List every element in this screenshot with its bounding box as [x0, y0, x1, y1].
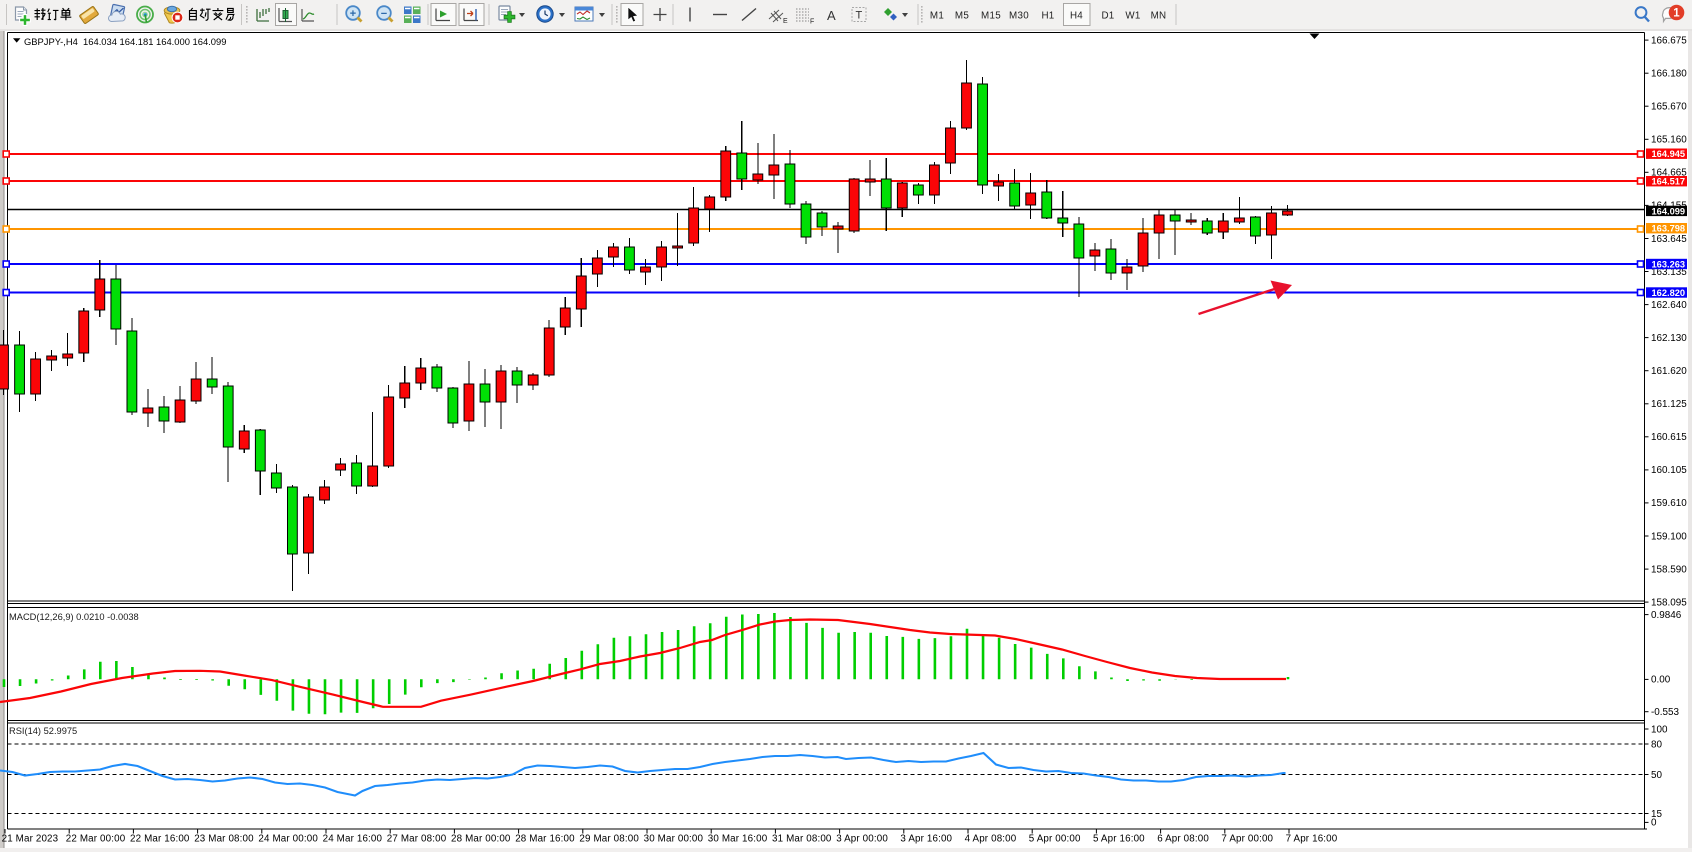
svg-text:158.095: 158.095: [1651, 597, 1687, 608]
svg-text:158.590: 158.590: [1651, 564, 1687, 575]
svg-text:T: T: [856, 10, 863, 22]
svg-text:M15: M15: [981, 11, 1001, 22]
svg-text:H1: H1: [1041, 11, 1054, 22]
svg-text:160.105: 160.105: [1651, 465, 1687, 476]
svg-text:161.620: 161.620: [1651, 366, 1687, 377]
svg-text:RSI(14) 52.9975: RSI(14) 52.9975: [9, 726, 77, 736]
svg-text:D1: D1: [1101, 11, 1114, 22]
svg-text:A: A: [827, 8, 836, 23]
svg-text:0.9846: 0.9846: [1651, 610, 1682, 621]
svg-text:-0.553: -0.553: [1651, 707, 1680, 718]
svg-text:162.640: 162.640: [1651, 300, 1687, 311]
svg-text:−: −: [381, 8, 387, 20]
svg-text:24 Mar 16:00: 24 Mar 16:00: [323, 834, 383, 845]
svg-text:22 Mar 16:00: 22 Mar 16:00: [130, 834, 190, 845]
svg-text:166.675: 166.675: [1651, 35, 1687, 46]
svg-text:15: 15: [1651, 809, 1662, 820]
svg-text:MACD(12,26,9) 0.0210 -0.0038: MACD(12,26,9) 0.0210 -0.0038: [9, 612, 139, 622]
svg-text:1: 1: [1673, 8, 1680, 20]
svg-text:31 Mar 08:00: 31 Mar 08:00: [772, 834, 832, 845]
svg-text:W1: W1: [1125, 11, 1140, 22]
svg-text:166.180: 166.180: [1651, 69, 1687, 80]
svg-text:164.099: 164.099: [1652, 206, 1686, 216]
svg-text:161.125: 161.125: [1651, 399, 1687, 410]
svg-text:0: 0: [1651, 818, 1657, 829]
svg-text:162.820: 162.820: [1652, 288, 1686, 298]
svg-text:165.670: 165.670: [1651, 102, 1687, 113]
svg-text:28 Mar 00:00: 28 Mar 00:00: [451, 834, 511, 845]
svg-text:21 Mar 2023: 21 Mar 2023: [2, 834, 59, 845]
svg-text:159.610: 159.610: [1651, 498, 1687, 509]
svg-text:3 Apr 00:00: 3 Apr 00:00: [836, 834, 888, 845]
svg-text:GBPJPY-,H4 164.034 164.181 16: GBPJPY-,H4 164.034 164.181 164.000 164.0…: [24, 36, 226, 47]
svg-text:159.100: 159.100: [1651, 531, 1687, 542]
svg-text:5 Apr 00:00: 5 Apr 00:00: [1029, 834, 1081, 845]
svg-text:27 Mar 08:00: 27 Mar 08:00: [387, 834, 447, 845]
svg-text:30 Mar 16:00: 30 Mar 16:00: [708, 834, 768, 845]
svg-text:H4: H4: [1070, 11, 1083, 22]
svg-text:MN: MN: [1151, 11, 1167, 22]
svg-text:164.945: 164.945: [1652, 149, 1686, 159]
svg-text:+: +: [350, 8, 356, 20]
svg-text:M30: M30: [1009, 11, 1029, 22]
svg-text:163.263: 163.263: [1652, 259, 1686, 269]
svg-text:M1: M1: [930, 11, 944, 22]
svg-text:22 Mar 00:00: 22 Mar 00:00: [66, 834, 126, 845]
svg-text:24 Mar 00:00: 24 Mar 00:00: [258, 834, 318, 845]
svg-text:0.00: 0.00: [1651, 675, 1671, 686]
svg-text:160.615: 160.615: [1651, 432, 1687, 443]
svg-text:50: 50: [1651, 770, 1662, 781]
svg-text:29 Mar 08:00: 29 Mar 08:00: [579, 834, 639, 845]
svg-text:28 Mar 16:00: 28 Mar 16:00: [515, 834, 575, 845]
svg-text:E: E: [783, 18, 788, 25]
svg-text:164.517: 164.517: [1652, 177, 1686, 187]
svg-text:M5: M5: [955, 11, 969, 22]
svg-text:163.798: 163.798: [1652, 224, 1686, 234]
svg-text:165.160: 165.160: [1651, 135, 1687, 146]
svg-text:6 Apr 08:00: 6 Apr 08:00: [1157, 834, 1209, 845]
svg-text:162.130: 162.130: [1651, 333, 1687, 344]
svg-text:164.665: 164.665: [1651, 168, 1687, 179]
svg-text:F: F: [810, 19, 814, 26]
svg-text:163.645: 163.645: [1651, 234, 1687, 245]
svg-text:7 Apr 00:00: 7 Apr 00:00: [1221, 834, 1273, 845]
svg-text:163.135: 163.135: [1651, 267, 1687, 278]
svg-text:7 Apr 16:00: 7 Apr 16:00: [1286, 834, 1338, 845]
svg-text:80: 80: [1651, 739, 1662, 750]
svg-text:5 Apr 16:00: 5 Apr 16:00: [1093, 834, 1145, 845]
svg-text:4 Apr 08:00: 4 Apr 08:00: [965, 834, 1017, 845]
svg-text:3 Apr 16:00: 3 Apr 16:00: [900, 834, 952, 845]
svg-text:30 Mar 00:00: 30 Mar 00:00: [644, 834, 704, 845]
svg-text:23 Mar 08:00: 23 Mar 08:00: [194, 834, 254, 845]
svg-text:100: 100: [1651, 724, 1668, 735]
